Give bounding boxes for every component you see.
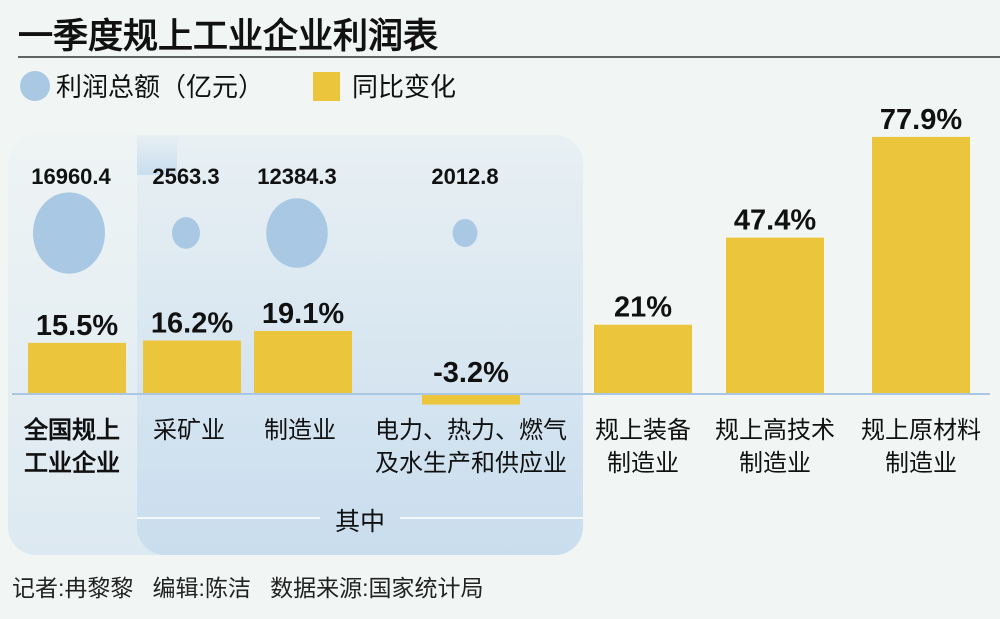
bar	[726, 237, 824, 394]
category-label: 规上高技术	[715, 417, 835, 444]
bubble-value-label: 2563.3	[152, 164, 219, 189]
chart-title: 一季度规上工业企业利润表	[18, 16, 438, 56]
legend: 利润总额（亿元） 同比变化	[20, 71, 456, 102]
category-label: 规上原材料	[861, 417, 981, 444]
footer-credits: 记者:冉黎黎 编辑:陈洁 数据来源:国家统计局	[12, 575, 484, 601]
category-label: 全国规上	[23, 416, 120, 444]
bar-value-label: 19.1%	[262, 298, 344, 330]
category-label: 制造业	[264, 417, 336, 444]
category-label: 工业企业	[24, 449, 120, 477]
bar	[422, 394, 520, 405]
category-label: 及水生产和供应业	[375, 450, 567, 477]
bubble-value-label: 16960.4	[31, 164, 111, 189]
profit-bubble	[172, 217, 200, 249]
bar	[28, 342, 126, 394]
bar	[143, 340, 241, 394]
profit-bubble	[33, 192, 105, 274]
bar	[594, 324, 692, 394]
bar-value-label: 16.2%	[151, 308, 233, 340]
category-label: 制造业	[607, 450, 679, 477]
bar-value-label: 21%	[614, 292, 672, 324]
profit-bubble	[266, 198, 328, 268]
category-label: 电力、热力、燃气	[375, 417, 567, 444]
category-label: 规上装备	[595, 417, 691, 444]
profit-bubble	[452, 218, 478, 248]
bar-value-label: 15.5%	[36, 310, 118, 342]
panel-corner	[137, 135, 177, 175]
category-label: 制造业	[739, 450, 811, 477]
legend-bubble-label: 利润总额（亿元）	[56, 72, 264, 102]
bar-value-label: 77.9%	[880, 104, 962, 136]
group-label: 其中	[335, 508, 385, 536]
category-label: 制造业	[885, 450, 957, 477]
bar-value-label: 47.4%	[734, 205, 816, 237]
bar	[254, 330, 352, 394]
bubble-value-label: 2012.8	[431, 164, 498, 189]
legend-bubble-swatch	[20, 71, 50, 101]
bar-value-label: -3.2%	[433, 357, 509, 389]
legend-bar-swatch	[313, 72, 340, 101]
legend-bar-label: 同比变化	[352, 72, 456, 102]
bar	[872, 136, 970, 394]
category-label: 采矿业	[153, 417, 225, 444]
bubble-value-label: 12384.3	[257, 164, 337, 189]
